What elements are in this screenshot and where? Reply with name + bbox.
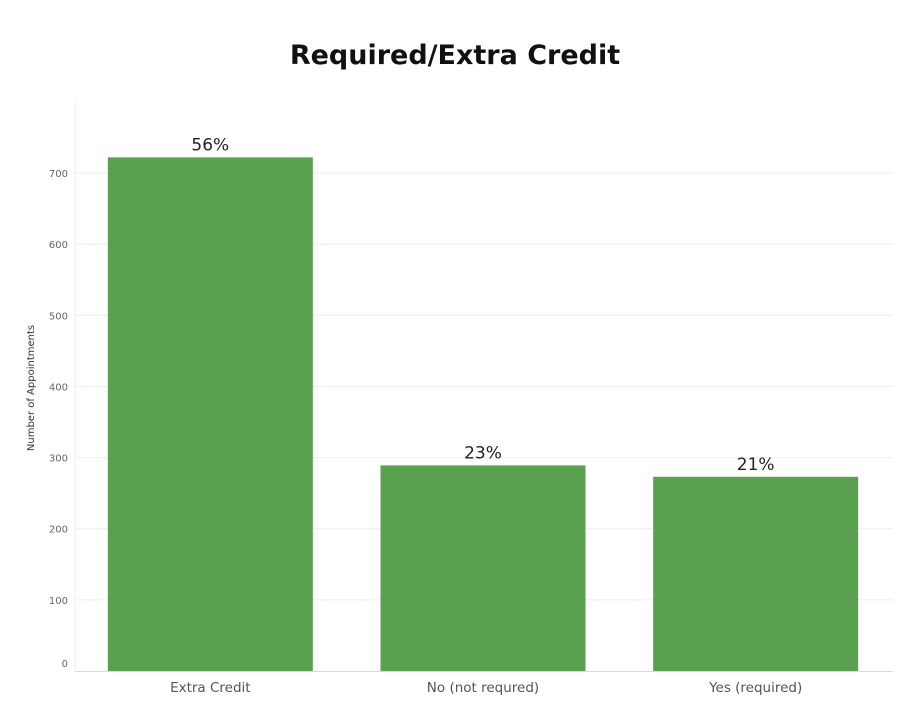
x-tick-label: Extra Credit <box>170 680 251 696</box>
data-label: 56% <box>191 135 229 155</box>
chart-title: Required/Extra Credit <box>290 40 620 71</box>
data-label: 21% <box>737 455 775 475</box>
x-tick-label: Yes (required) <box>708 680 802 696</box>
y-tick-label: 500 <box>49 311 68 322</box>
data-labels: 56% 23% 21% <box>191 135 774 474</box>
tick-labels: 0 100 200 300 400 500 600 700 Extra Credit No (no… <box>49 169 802 696</box>
bars <box>107 157 859 671</box>
y-tick-label: 600 <box>49 240 68 251</box>
y-axis-label: Number of Appointments <box>26 325 37 451</box>
y-tick-label: 400 <box>49 382 68 393</box>
y-tick-label: 100 <box>49 596 68 607</box>
y-tick-label: 0 <box>62 659 68 670</box>
x-tick-label: No (not requred) <box>427 680 539 696</box>
y-tick-label: 700 <box>49 169 68 180</box>
bar-2 <box>653 476 859 671</box>
bar-0 <box>107 157 313 671</box>
axes <box>74 102 893 672</box>
bar-1 <box>380 465 586 671</box>
data-label: 23% <box>464 443 502 463</box>
y-tick-label: 200 <box>49 525 68 536</box>
y-tick-label: 300 <box>49 454 68 465</box>
